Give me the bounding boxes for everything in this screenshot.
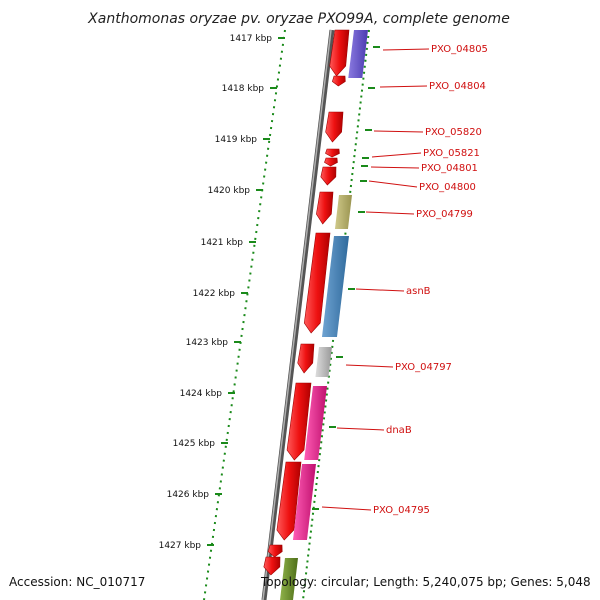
gene-leader-line [365,211,415,215]
kbp-tick-label: 1424 kbp [180,389,223,399]
gene-arrow [263,556,281,576]
topology-text: Topology: circular; Length: 5,240,075 bp… [260,575,591,589]
kbp-ticks: 1417 kbp 1418 kbp 1419 kbp 1420 kbp 1421 kbp… [159,34,285,551]
gene-leader-line [379,85,428,88]
gene-arrows [263,29,350,576]
gene-label: PXO_05821 [423,148,480,159]
gene-label: PXO_05820 [425,127,482,138]
gene-arrow [316,191,334,225]
gene-arrow [325,148,340,158]
gene-label: PXO_04801 [421,163,478,174]
gene-leader-line [336,427,385,431]
gene-label: PXO_04797 [395,362,452,373]
gene-leader-line [373,130,424,133]
backbone-highlight [262,29,332,600]
gene-bar [304,386,327,460]
gene-arrow [329,29,350,77]
gene-arrow [297,343,315,374]
accession-text: Accession: NC_010717 [9,575,145,589]
gene-bar [321,236,349,337]
gene-leader-line [355,288,405,292]
kbp-tick-label: 1420 kbp [208,186,251,196]
gene-label: PXO_04799 [416,209,473,220]
kbp-tick-label: 1427 kbp [159,541,202,551]
gene-arrow [276,461,302,541]
kbp-tick-label: 1425 kbp [173,439,216,449]
gene-arrow [324,157,338,167]
gene-bar [315,347,332,377]
gene-leader-line [371,152,422,158]
gene-arrow [267,544,283,558]
gene-leader-line [321,506,372,511]
gene-label: PXO_04795 [373,505,430,516]
gene-label: PXO_04805 [431,44,488,55]
kbp-tick-label: 1419 kbp [215,135,258,145]
gene-label: asnB [406,286,431,297]
genome-title: Xanthomonas oryzae pv. oryzae PXO99A, co… [87,11,510,27]
kbp-tick-label: 1417 kbp [230,34,273,44]
kbp-tick-label: 1426 kbp [167,490,210,500]
gene-bar [348,30,368,78]
gene-bars [280,30,380,600]
kbp-ruler [203,29,286,600]
gene-labels: PXO_04805 PXO_04804 PXO_05820 PXO_05821 PXO_… [321,44,488,516]
gene-arrow [286,382,312,461]
kbp-tick-label: 1418 kbp [222,84,265,94]
gene-bar [292,464,316,540]
backbone-line [261,29,335,600]
gene-label: PXO_04800 [419,182,476,193]
kbp-tick-label: 1422 kbp [193,289,236,299]
gene-label: dnaB [386,425,412,436]
gene-arrow [320,166,337,186]
gene-bar [334,195,352,229]
gene-leader-line [382,48,430,51]
kbp-tick-label: 1423 kbp [186,338,229,348]
gene-leader-line [345,364,394,368]
gene-label: PXO_04804 [429,81,486,92]
gene-arrow [331,75,346,87]
gene-arrow [303,232,331,334]
gene-bar [280,558,298,600]
gene-leader-line [370,166,420,169]
gene-leader-line [368,180,418,188]
kbp-tick-label: 1421 kbp [201,238,244,248]
gene-arrow [325,111,344,143]
